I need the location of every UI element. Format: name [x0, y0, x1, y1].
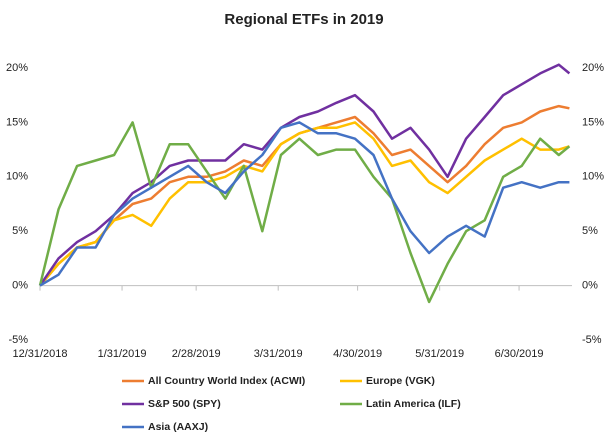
x-tick-label: 1/31/2019 — [98, 348, 147, 360]
y-tick-label: 20% — [6, 62, 28, 74]
legend-label: Europe (VGK) — [366, 375, 435, 387]
chart-title: Regional ETFs in 2019 — [224, 11, 383, 28]
y-tick-label: -5% — [8, 334, 28, 346]
series-line — [38, 63, 571, 287]
y-tick-label: 5% — [12, 225, 28, 237]
y2-tick-label: -5% — [582, 334, 602, 346]
y2-tick-label: 15% — [582, 116, 604, 128]
x-tick-label: 3/31/2019 — [254, 348, 303, 360]
legend-label: S&P 500 (SPY) — [148, 398, 221, 410]
y2-tick-label: 0% — [582, 280, 598, 292]
x-tick-label: 2/28/2019 — [172, 348, 221, 360]
series-line — [39, 121, 570, 287]
legend-label: Latin America (ILF) — [366, 398, 461, 410]
legend-label: Asia (AAXJ) — [148, 421, 208, 433]
y2-tick-label: 20% — [582, 62, 604, 74]
y2-tick-label: 5% — [582, 225, 598, 237]
y2-tick-label: 10% — [582, 171, 604, 183]
series-line — [38, 121, 571, 304]
y-tick-label: 0% — [12, 280, 28, 292]
y-tick-label: 15% — [6, 116, 28, 128]
x-tick-label: 12/31/2018 — [12, 348, 67, 360]
x-tick-label: 4/30/2019 — [333, 348, 382, 360]
series-line — [39, 121, 570, 287]
x-tick-label: 5/31/2019 — [415, 348, 464, 360]
legend-label: All Country World Index (ACWI) — [148, 375, 305, 387]
y-tick-label: 10% — [6, 171, 28, 183]
x-tick-label: 6/30/2019 — [495, 348, 544, 360]
